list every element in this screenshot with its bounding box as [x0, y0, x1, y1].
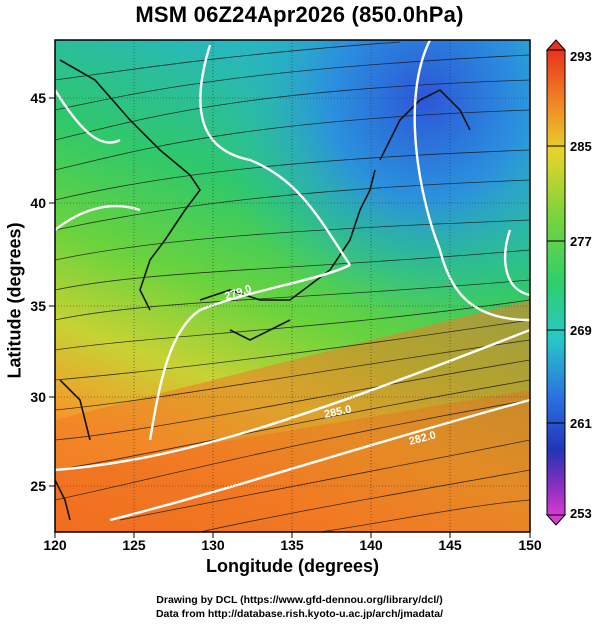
y-axis-label: Latitude (degrees): [4, 222, 25, 379]
y-tick-label: 30: [30, 389, 46, 405]
colorbar-label: 277: [570, 234, 592, 249]
colorbar: 293 285 277 269 261 253: [545, 39, 592, 526]
x-tick-label: 120: [43, 537, 67, 553]
temperature-field: 285.0 279.0 282.0: [55, 40, 530, 532]
y-tick-label: 35: [30, 298, 46, 314]
x-tick-label: 125: [122, 537, 146, 553]
y-tick-label: 45: [30, 90, 46, 106]
coastline: [55, 59, 471, 521]
credit-line-1: Drawing by DCL (https://www.gfd-dennou.o…: [156, 594, 443, 606]
grid-lines: [55, 40, 530, 532]
y-tick-label: 40: [30, 195, 46, 211]
colorbar-label: 293: [570, 49, 592, 64]
x-tick-label: 135: [280, 537, 304, 553]
isotherms: [55, 40, 530, 522]
contour-label: 285.0: [323, 403, 352, 420]
x-axis-label: Longitude (degrees): [205, 556, 379, 576]
x-tick-label: 140: [359, 537, 383, 553]
colorbar-label: 269: [570, 323, 592, 338]
x-tick-label: 145: [438, 537, 462, 553]
y-axis: 25 30 35 40 45: [30, 90, 55, 494]
credit-line-2: Data from http://database.rish.kyoto-u.a…: [155, 608, 444, 620]
colorbar-label: 261: [570, 416, 592, 431]
x-tick-label: 150: [518, 537, 542, 553]
x-tick-label: 130: [201, 537, 225, 553]
colorbar-label: 285: [570, 139, 592, 154]
y-tick-label: 25: [30, 478, 46, 494]
map-title: MSM 06Z24Apr2026 (850.0hPa): [135, 2, 464, 27]
colorbar-label: 253: [570, 506, 592, 521]
x-axis: 120 125 130 135 140 145 150: [43, 532, 542, 553]
